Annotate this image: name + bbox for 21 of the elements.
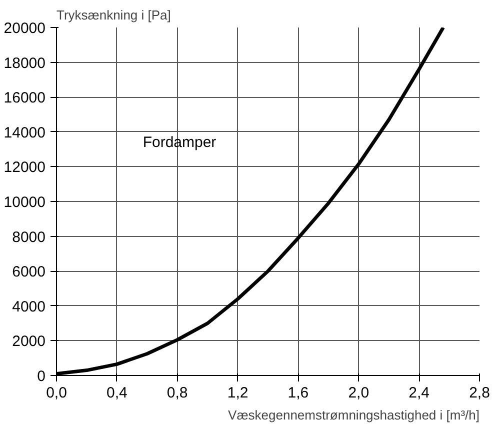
y-tick-label: 20000 bbox=[4, 20, 46, 37]
x-tick-label: 1,2 bbox=[227, 384, 248, 402]
y-tick-label: 4000 bbox=[12, 298, 46, 316]
x-tick-label: 2,8 bbox=[469, 384, 490, 402]
y-tick-label: 6000 bbox=[12, 264, 46, 281]
y-tick-label: 2000 bbox=[12, 333, 46, 350]
y-tick-label: 18000 bbox=[4, 54, 46, 72]
y-tick-label: 14000 bbox=[4, 124, 46, 142]
y-tick-label: 0 bbox=[37, 368, 46, 385]
x-tick-label: 0,8 bbox=[166, 384, 188, 402]
x-axis-title: Væskegennemstrømningshastighed i [m³/h] bbox=[228, 408, 480, 422]
y-tick-label: 16000 bbox=[4, 90, 46, 107]
x-tick-label: 2,4 bbox=[408, 384, 430, 402]
x-tick-label: 0,4 bbox=[106, 384, 128, 402]
y-tick-label: 10000 bbox=[4, 194, 46, 211]
y-tick-label: 8000 bbox=[12, 228, 46, 246]
x-tick-label: 1,6 bbox=[288, 384, 309, 402]
y-tick-label: 12000 bbox=[4, 159, 46, 176]
x-tick-label: 0,0 bbox=[46, 384, 67, 402]
x-tick-label: 2,0 bbox=[348, 384, 370, 402]
y-axis-title: Tryksænkning i [Pa] bbox=[56, 8, 171, 22]
